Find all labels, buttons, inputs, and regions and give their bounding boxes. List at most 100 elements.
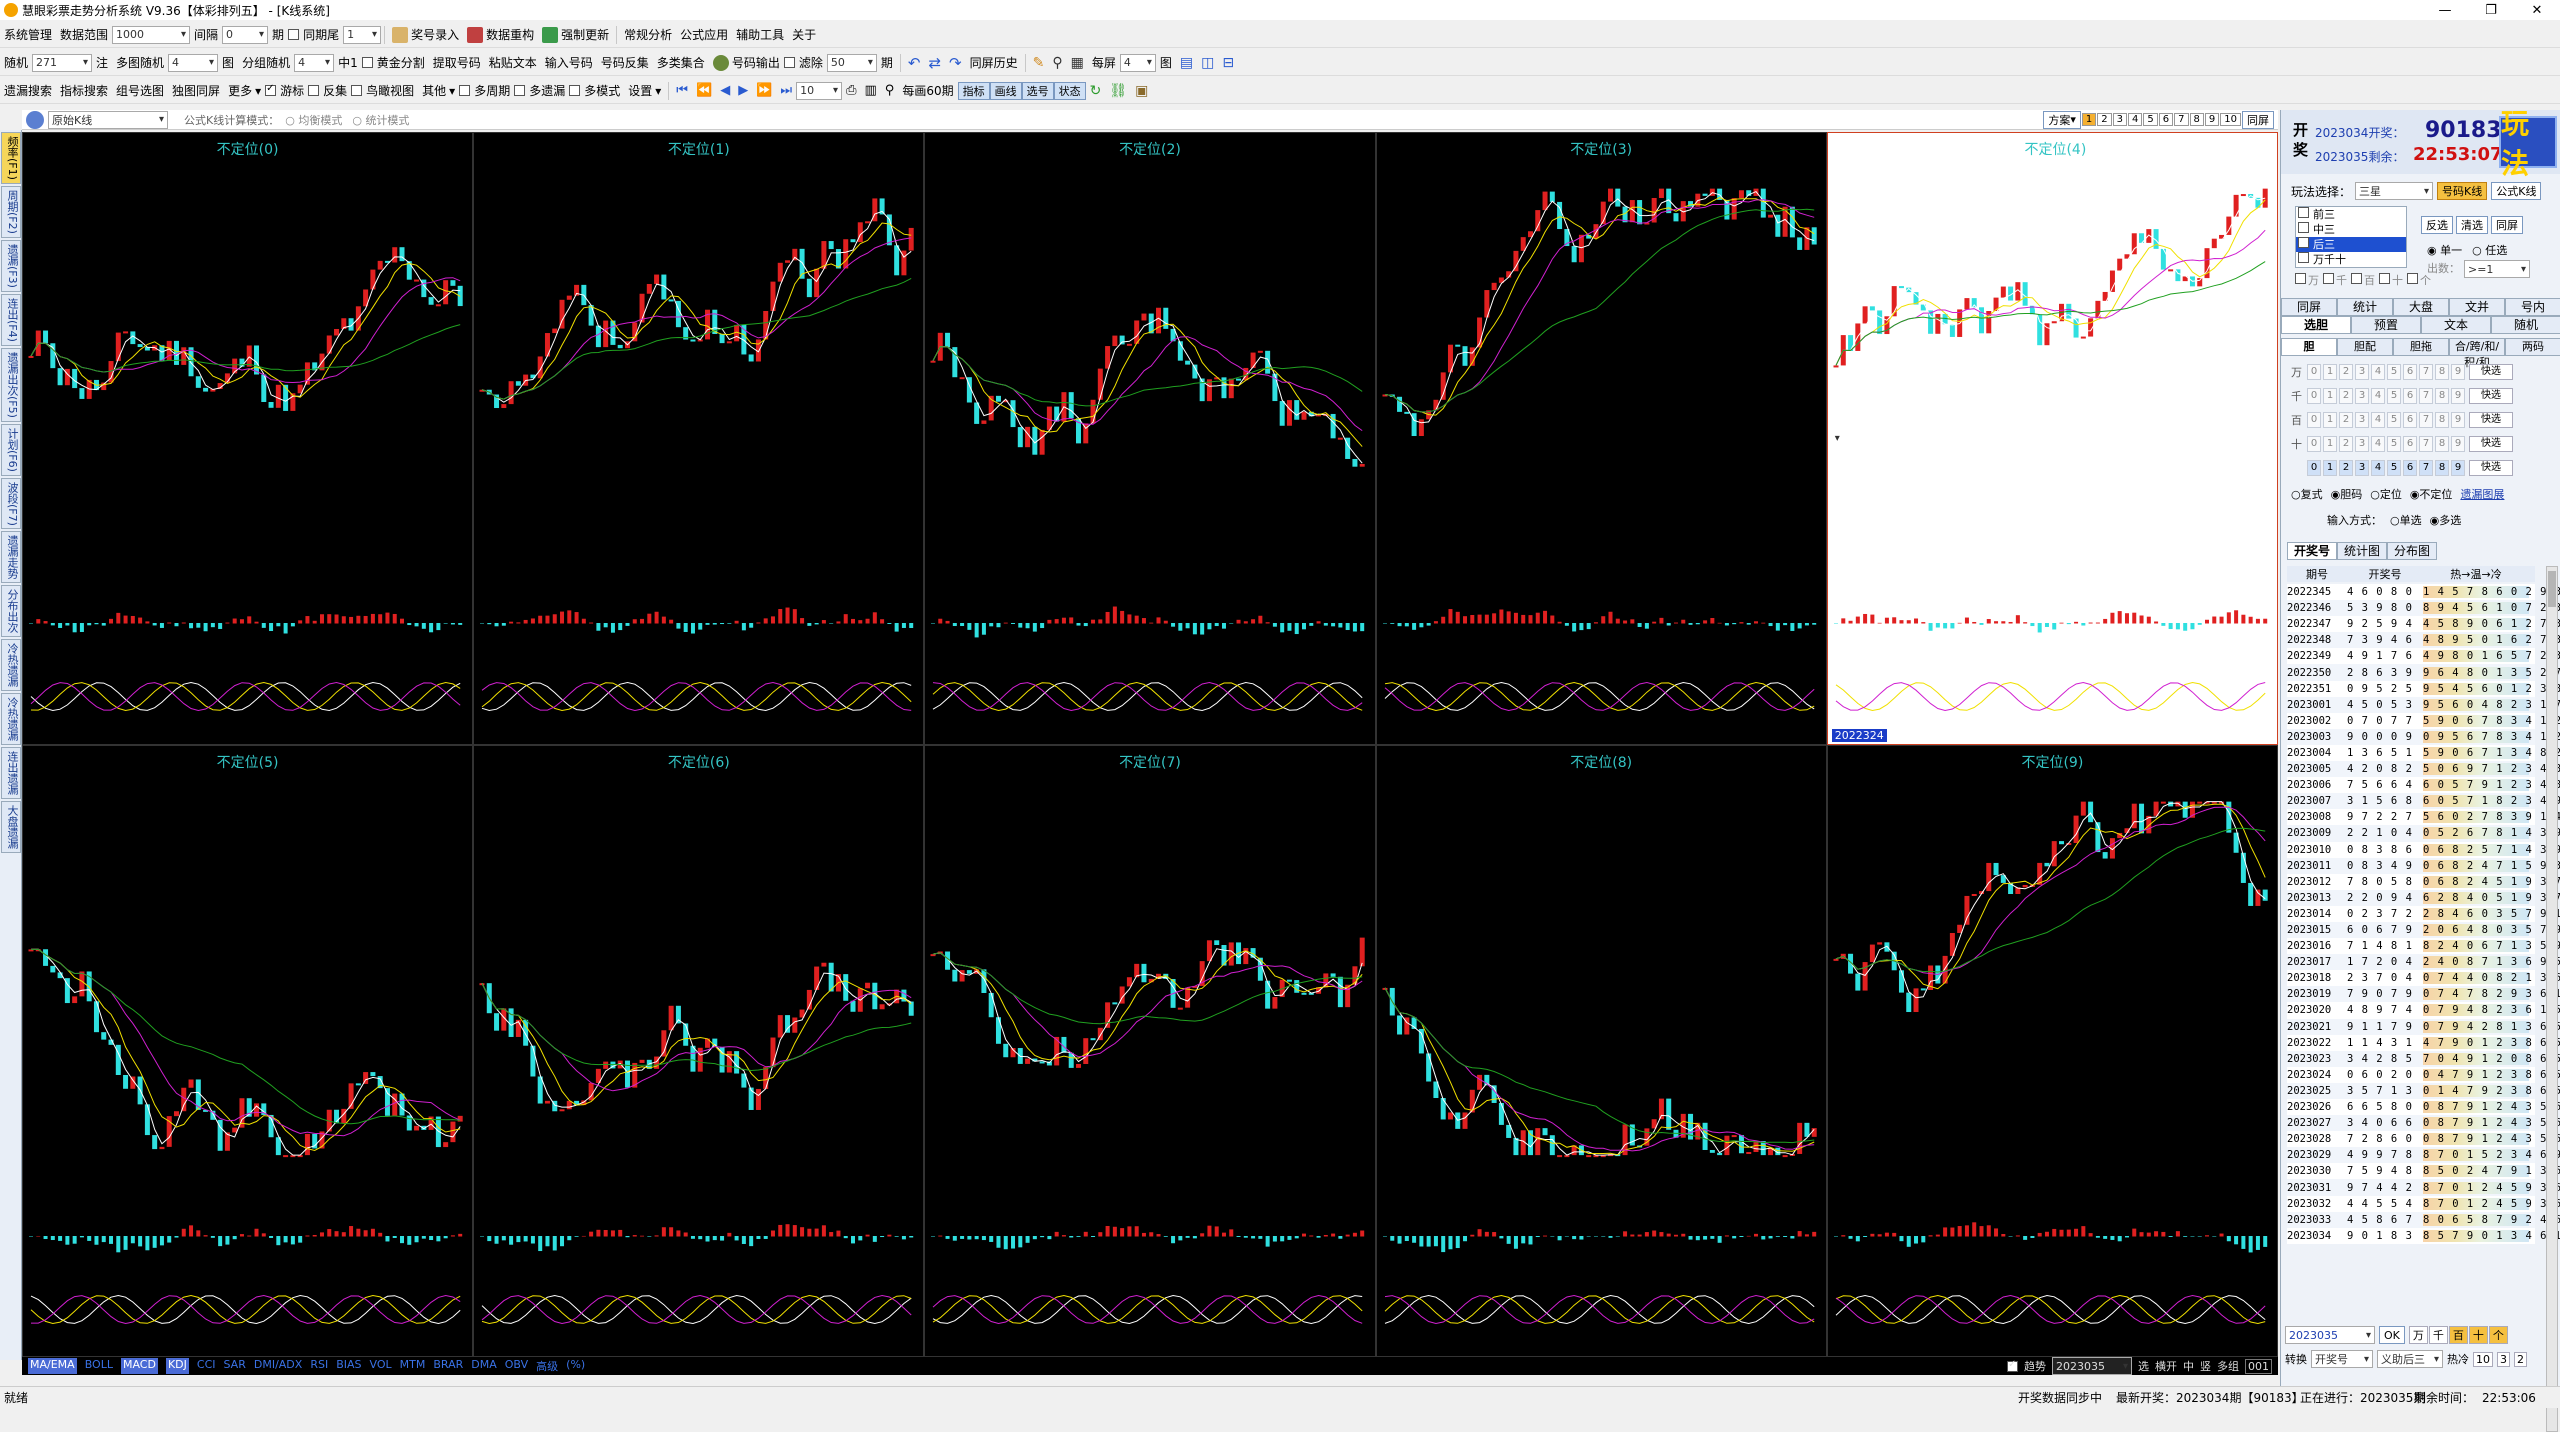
any-radio[interactable]: ○ 任选 [2472,244,2508,257]
bottom-pos-4[interactable]: 个 [2488,1326,2508,1344]
digit-8[interactable]: 8 [2435,388,2449,404]
digit-1[interactable]: 1 [2323,388,2337,404]
prev-fast-icon[interactable]: ⏪ [696,83,713,98]
digit-6[interactable]: 6 [2403,412,2417,428]
hot-val-1[interactable]: 10 [2473,1351,2493,1367]
hot-tip-link[interactable]: 遗漏图展 [2460,488,2505,501]
swap-icon[interactable]: ⇄ [928,53,942,72]
quick-select-button[interactable]: 快选 [2469,388,2513,404]
multi-period-checkbox[interactable] [459,85,471,96]
bottom-pos-0[interactable]: 万 [2408,1326,2428,1344]
bottom-pos-3[interactable]: 十 [2468,1326,2488,1344]
tabs3-2[interactable]: 胆拖 [2393,338,2449,356]
digit-2[interactable]: 2 [2339,460,2353,476]
same-screen-button[interactable]: 同屏 [2242,110,2274,129]
search-icon[interactable]: ⚲ [884,83,895,98]
play-option-checkbox[interactable] [2298,222,2309,233]
per-screen-select[interactable]: 4 [1119,53,1156,72]
menu-aux-tools[interactable]: 辅助工具 [736,28,785,42]
same-tail-select[interactable]: 1 [343,25,382,44]
mode-radio-0[interactable]: ○复式 [2291,488,2323,501]
mode-stat-radio[interactable]: ○ 统计模式 [352,113,410,127]
digit-7[interactable]: 7 [2419,436,2433,452]
left-tab-4[interactable]: 遗漏出次(F5) [1,347,21,422]
menu-formula-app[interactable]: 公式应用 [680,28,729,42]
digit-8[interactable]: 8 [2435,412,2449,428]
filter-checkbox[interactable] [783,57,795,68]
digit-3[interactable]: 3 [2355,436,2369,452]
step-select[interactable]: 10 [796,81,843,100]
other-menu[interactable]: 其他 ▾ [422,83,456,99]
ok-button[interactable]: OK [2379,1326,2405,1344]
digit-6[interactable]: 6 [2403,436,2417,452]
play-option-checkbox[interactable] [2298,252,2309,263]
index-button[interactable]: 指标 [957,81,990,100]
pos-checkbox[interactable] [2379,273,2390,284]
period-select[interactable]: 2023035 [2052,1357,2132,1375]
play-select[interactable]: 三星 [2355,182,2434,200]
opt-middle[interactable]: 中 [2183,1360,2194,1373]
restore-button[interactable]: ❐ [2485,2,2497,18]
chart-type-select[interactable]: 原始K线 [48,110,168,129]
index-search-button[interactable]: 指标搜索 [60,84,109,98]
num-output-button[interactable]: 号码输出 [709,54,784,71]
digit-4[interactable]: 4 [2371,388,2385,404]
left-tab-12[interactable]: 大盘遗漏 [1,801,21,854]
scheme-button[interactable]: 方案 ▾ [2043,110,2081,129]
scheme-page-3[interactable]: 3 [2112,113,2128,126]
tabs3-1[interactable]: 胆配 [2337,338,2393,356]
kline-panel-2[interactable]: 不定位(2) [924,132,1376,745]
digit-2[interactable]: 2 [2339,364,2353,380]
last-icon[interactable]: ⏭ [780,83,793,98]
digit-6[interactable]: 6 [2403,364,2417,380]
prev-icon[interactable]: ◀ [720,83,731,98]
digit-2[interactable]: 2 [2339,412,2353,428]
digit-2[interactable]: 2 [2339,388,2353,404]
left-tab-9[interactable]: 冷热遗漏 [1,639,21,692]
tabs3-0[interactable]: 胆 [2281,338,2337,356]
digit-5[interactable]: 5 [2387,388,2401,404]
pos-check-3[interactable]: 十 [2379,272,2403,288]
kline-panel-0[interactable]: 不定位(0) [22,132,474,745]
indicator-1[interactable]: BOLL [84,1358,113,1371]
indicator-9[interactable]: VOL [369,1358,392,1371]
quick-select-button[interactable]: 快选 [2469,364,2513,380]
indicator-0[interactable]: MA/EMA [28,1358,77,1374]
play-options-list[interactable]: 前三中三后三万千十 [2295,206,2407,268]
scheme-page-6[interactable]: 6 [2158,113,2174,126]
left-tab-11[interactable]: 连出遗漏 [1,747,21,800]
tabs1-3[interactable]: 文并 [2449,298,2505,316]
scheme-page-1[interactable]: 1 [2081,113,2097,126]
menu-about[interactable]: 关于 [792,28,817,42]
play-option-2[interactable]: 后三 [2296,235,2406,252]
digit-7[interactable]: 7 [2419,460,2433,476]
split-v-icon[interactable]: ⊟ [1222,54,1235,71]
tabs1-0[interactable]: 同屏 [2281,298,2337,316]
group-count[interactable]: 001 [2245,1358,2272,1374]
opt-vertical[interactable]: 竖 [2200,1360,2211,1373]
left-tab-0[interactable]: 频率(F1) [1,132,21,184]
table-scrollbar[interactable] [2546,566,2558,1432]
paste-text-button[interactable]: 粘贴文本 [488,56,537,70]
digit-5[interactable]: 5 [2387,412,2401,428]
multi-random-select[interactable]: 4 [168,53,219,72]
digit-3[interactable]: 3 [2355,412,2369,428]
digit-9[interactable]: 9 [2451,460,2465,476]
digit-7[interactable]: 7 [2419,412,2433,428]
indicator-10[interactable]: MTM [399,1358,426,1371]
zoom-icon[interactable]: ⚲ [1052,54,1063,71]
single-radio[interactable]: ◉ 单一 [2427,244,2463,257]
